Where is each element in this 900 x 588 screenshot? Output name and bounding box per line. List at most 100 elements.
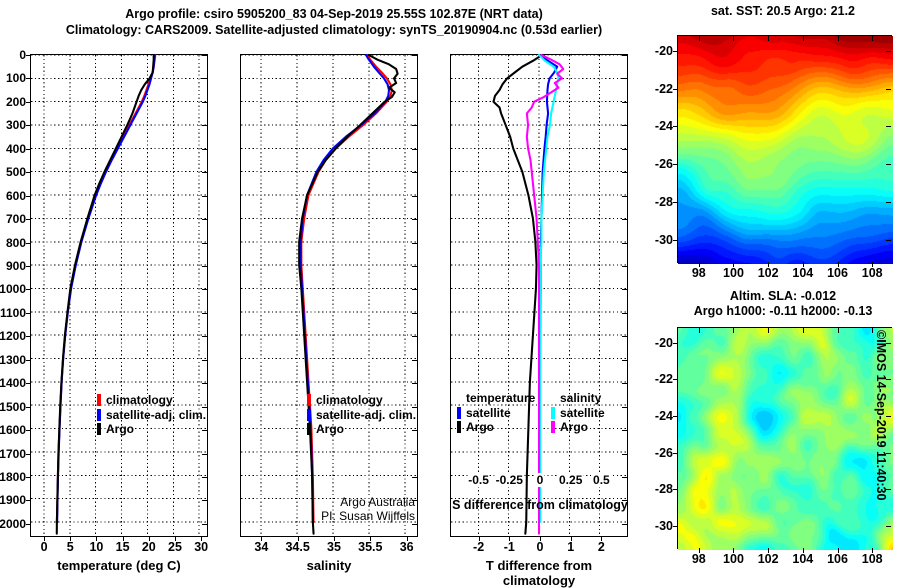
depth-tick-mark xyxy=(26,312,31,314)
legend-label: climatology xyxy=(106,393,173,407)
legend-color-swatch xyxy=(307,408,311,421)
depth-tick-mark-right xyxy=(622,242,627,244)
latitude-tick-mark-right xyxy=(886,526,891,528)
depth-tick-mark-right xyxy=(412,148,417,150)
longitude-tick-mark xyxy=(768,262,770,267)
temperature-legend: climatology satellite-adj. clim. Argo xyxy=(97,393,206,437)
x-axis-tick-label: 36 xyxy=(399,540,414,554)
depth-tick-label: 0 xyxy=(19,48,26,62)
depth-tick-label: 400 xyxy=(5,141,26,156)
x-axis-tick-mark xyxy=(478,536,480,541)
depth-tick-label: 600 xyxy=(5,188,26,203)
longitude-tick-mark-top xyxy=(698,36,700,41)
latitude-tick-mark-right xyxy=(886,452,891,454)
legend-item: climatology xyxy=(307,393,416,408)
depth-tick-mark-right xyxy=(622,406,627,408)
depth-tick-mark-right xyxy=(412,172,417,174)
depth-tick-label: 1200 xyxy=(0,329,26,344)
legend-item: Argo xyxy=(551,420,605,435)
depth-tick-mark-right xyxy=(202,453,207,455)
depth-tick-mark xyxy=(26,219,31,221)
depth-tick-label: 1000 xyxy=(0,282,26,297)
x-axis-tick-mark xyxy=(601,536,603,541)
depth-tick-mark-right xyxy=(622,289,627,291)
sla-map-panel: 98 100 102 104 106 108 -20 -22 -24 -26 -28 -30 xyxy=(655,327,893,566)
legend-item: satellite-adj. clim. xyxy=(97,408,206,423)
x-axis-tick-label: 2 xyxy=(597,540,605,554)
x-axis-tick-label: 34 xyxy=(254,540,269,554)
legend-label: satellite-adj. clim. xyxy=(316,407,417,422)
sst-map-container: sat. SST: 20.5 Argo: 21.2 xyxy=(672,4,894,284)
temperature-x-axis-label: temperature (deg C) xyxy=(57,558,181,573)
depth-tick-mark-right xyxy=(412,195,417,197)
depth-tick-mark-right xyxy=(622,383,627,385)
longitude-tick-mark-top xyxy=(802,328,804,333)
depth-tick-mark-right xyxy=(202,359,207,361)
depth-tick-label: 1800 xyxy=(0,470,26,485)
difference-salinity-legend: salinity satellite Argo xyxy=(551,391,605,435)
title-line-2: Climatology: CARS2009. Satellite-adjuste… xyxy=(65,23,603,37)
depth-tick-label: 1500 xyxy=(0,399,26,414)
depth-tick-mark-right xyxy=(622,195,627,197)
longitude-tick-mark xyxy=(872,548,874,553)
depth-tick-mark-right xyxy=(412,289,417,291)
difference-temperature-legend: temperature satellite Argo xyxy=(457,391,535,435)
temperature-profile-panel: temperature (deg C) climatology satellite… xyxy=(0,48,208,573)
x-axis-tick-label: 34.5 xyxy=(285,540,310,554)
depth-tick-mark xyxy=(26,523,31,525)
latitude-tick-mark-right xyxy=(886,164,891,166)
longitude-tick-label: 102 xyxy=(757,552,779,566)
legend-heading: salinity xyxy=(560,391,602,405)
sla-map-header: Altim. SLA: -0.012 Argo h1000: -0.11 h20… xyxy=(672,289,894,319)
legend-color-swatch xyxy=(307,394,311,407)
longitude-tick-label: 104 xyxy=(792,266,814,280)
x-axis-tick-label: 15 xyxy=(115,540,130,554)
longitude-tick-mark xyxy=(768,548,770,553)
longitude-tick-label: 100 xyxy=(723,266,744,280)
latitude-tick-mark-right xyxy=(886,342,891,344)
depth-tick-label: 200 xyxy=(5,94,26,109)
depth-tick-mark xyxy=(26,383,31,385)
depth-tick-mark xyxy=(26,406,31,408)
latitude-tick-mark xyxy=(673,489,678,491)
legend-label: Argo xyxy=(466,420,494,434)
x-axis-tick-mark xyxy=(148,536,150,541)
depth-tick-mark-right xyxy=(412,406,417,408)
depth-tick-mark-right xyxy=(412,453,417,455)
sst-map-panel: 98 100 102 104 106 108 -20 -22 -24 -26 -28 -30 xyxy=(655,35,893,280)
sla-header-line-1: Altim. SLA: -0.012 xyxy=(729,289,837,303)
depth-tick-mark xyxy=(26,477,31,479)
depth-tick-mark-right xyxy=(202,148,207,150)
longitude-tick-label: 102 xyxy=(757,266,779,280)
x-axis-tick-label: 25 xyxy=(168,540,182,554)
s-difference-tick-label: 0.5 xyxy=(592,473,611,487)
legend-item: satellite xyxy=(457,406,535,421)
latitude-tick-mark xyxy=(673,201,678,203)
depth-tick-mark-right xyxy=(202,125,207,127)
legend-color-swatch xyxy=(551,406,555,419)
longitude-tick-label: 108 xyxy=(861,552,883,566)
depth-tick-label: 1400 xyxy=(0,376,26,391)
x-axis-tick-label: 35.5 xyxy=(358,540,383,554)
title-line-1: Argo profile: csiro 5905200_83 04-Sep-20… xyxy=(125,7,543,21)
sla-map-container: Altim. SLA: -0.012 Argo h1000: -0.11 h20… xyxy=(672,289,894,579)
depth-tick-mark xyxy=(26,336,31,338)
depth-tick-mark-right xyxy=(622,78,627,80)
difference-t-axis-label: T difference from climatology xyxy=(485,558,593,588)
longitude-tick-mark xyxy=(698,262,700,267)
depth-tick-mark-right xyxy=(412,125,417,127)
depth-tick-mark xyxy=(26,242,31,244)
legend-color-swatch xyxy=(97,423,101,436)
latitude-tick-label: -28 xyxy=(654,482,673,497)
depth-tick-mark-right xyxy=(622,266,627,268)
salinity-legend: climatology satellite-adj. clim. Argo xyxy=(307,393,416,437)
depth-tick-mark-right xyxy=(202,101,207,103)
x-axis-tick-mark xyxy=(540,536,541,541)
depth-tick-mark-right xyxy=(412,101,417,103)
depth-tick-mark xyxy=(26,101,31,103)
s-difference-tick-label: -0.25 xyxy=(494,473,524,487)
longitude-tick-label: 100 xyxy=(723,552,744,566)
longitude-tick-label: 104 xyxy=(792,552,814,566)
legend-label: Argo xyxy=(316,422,344,436)
longitude-tick-mark xyxy=(837,262,839,267)
